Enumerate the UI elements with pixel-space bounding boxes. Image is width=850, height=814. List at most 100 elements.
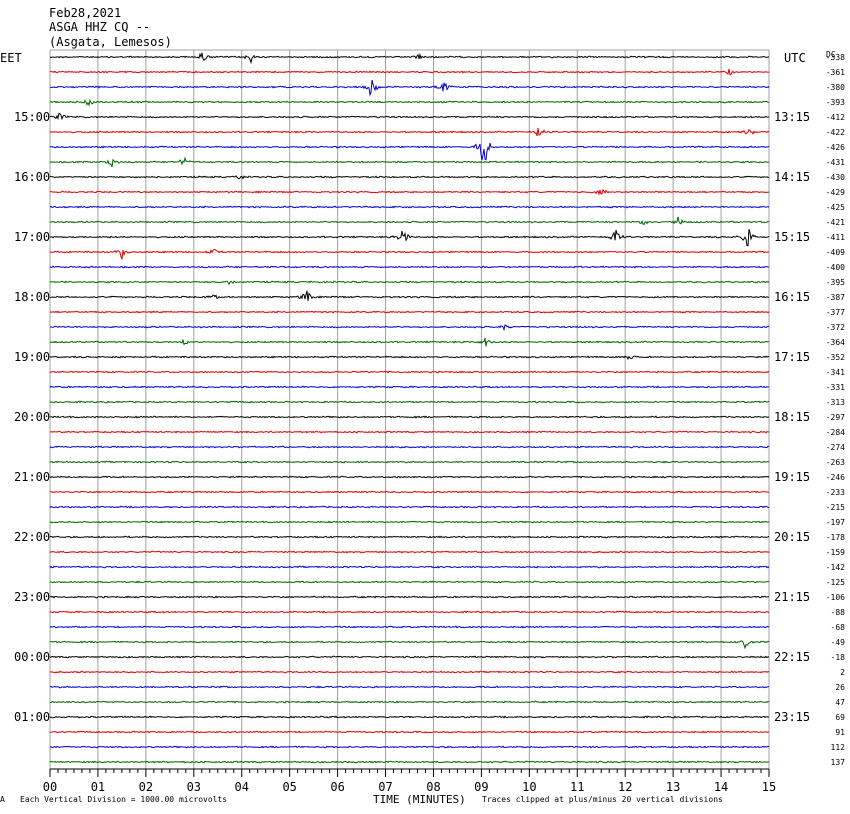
right-time-label: 17:15 xyxy=(774,350,810,364)
dc-offset-label: -88 xyxy=(831,608,846,617)
dc-offset-label: -331 xyxy=(826,383,845,392)
dc-offset-label: 2 xyxy=(840,668,845,677)
dc-offset-label: 69 xyxy=(835,713,845,722)
trace-row xyxy=(49,430,770,434)
header-date: Feb28,2021 xyxy=(49,6,121,20)
trace-row xyxy=(49,730,770,734)
dc-offset-label: 47 xyxy=(835,698,845,707)
trace-row xyxy=(49,445,770,449)
right-time-label: 19:15 xyxy=(774,470,810,484)
dc-offset-label: -400 xyxy=(826,263,845,272)
trace-row xyxy=(50,142,770,161)
trace-row xyxy=(49,475,770,479)
trace-row xyxy=(49,760,770,764)
x-tick-label: 01 xyxy=(91,780,105,794)
dc-offset-label: -352 xyxy=(826,353,845,362)
dc-offset-label: -178 xyxy=(826,533,845,542)
header-station: ASGA HHZ CQ -- xyxy=(49,20,150,34)
dc-offset-label: -395 xyxy=(826,278,845,287)
trace-row xyxy=(49,112,770,121)
dc-offset-label: -380 xyxy=(826,83,845,92)
dc-offset-label: 112 xyxy=(831,743,846,752)
footer-left-mark: A xyxy=(0,795,5,804)
dc-offset-label: -387 xyxy=(826,293,845,302)
dc-offset-label: -142 xyxy=(826,563,845,572)
x-tick-label: 05 xyxy=(282,780,296,794)
trace-row xyxy=(49,127,770,137)
trace-row xyxy=(49,415,770,419)
trace-row xyxy=(49,460,770,464)
left-time-label: 17:00 xyxy=(14,230,50,244)
left-time-label: 01:00 xyxy=(14,710,50,724)
dc-offset-label: -364 xyxy=(826,338,845,347)
left-time-label: 21:00 xyxy=(14,470,50,484)
x-tick-label: 14 xyxy=(714,780,728,794)
x-tick-label: 00 xyxy=(43,780,57,794)
x-tick-label: 13 xyxy=(666,780,680,794)
right-time-label: 20:15 xyxy=(774,530,810,544)
left-time-label: 23:00 xyxy=(14,590,50,604)
dc-offset-label: -338 xyxy=(826,53,845,62)
dc-offset-label: -426 xyxy=(826,143,845,152)
scale-note: Each Vertical Division = 1000.00 microvo… xyxy=(20,795,227,804)
trace-row xyxy=(49,400,770,404)
left-time-label: 15:00 xyxy=(14,110,50,124)
dc-offset-label: -197 xyxy=(826,518,845,527)
trace-row xyxy=(49,595,769,599)
x-tick-label: 09 xyxy=(474,780,488,794)
dc-offset-label: -361 xyxy=(826,68,845,77)
trace-row xyxy=(49,68,770,76)
dc-offset-label: -125 xyxy=(826,578,845,587)
trace-row xyxy=(49,490,770,494)
dc-offset-label: -429 xyxy=(826,188,845,197)
trace-row xyxy=(49,175,770,180)
trace-row xyxy=(49,265,769,269)
trace-row xyxy=(50,249,770,261)
trace-row xyxy=(50,655,770,659)
dc-offset-label: 137 xyxy=(831,758,846,767)
trace-row xyxy=(49,385,770,389)
trace-row xyxy=(49,625,770,629)
dc-offset-label: -393 xyxy=(826,98,845,107)
dc-offset-label: -49 xyxy=(831,638,846,647)
trace-row xyxy=(49,355,770,361)
dc-offset-label: -341 xyxy=(826,368,845,377)
trace-row xyxy=(49,229,770,247)
trace-row xyxy=(49,290,769,301)
right-time-labels: 13:15 14:15 15:15 16:15 17:15 18:15 19:15 20:15… xyxy=(774,110,810,724)
dc-offset-label: -421 xyxy=(826,218,845,227)
trace-row xyxy=(49,610,770,614)
dc-offset-label: -411 xyxy=(826,233,845,242)
trace-row xyxy=(49,670,770,674)
dc-offset-labels: -338 -361 -380 -393 -412 -422 -426 -431 -430 -429… xyxy=(826,53,845,767)
dc-offset-label: -263 xyxy=(826,458,845,467)
trace-row xyxy=(49,745,770,749)
dc-offset-label: -233 xyxy=(826,488,845,497)
x-tick-label: 04 xyxy=(235,780,249,794)
dc-offset-label: -297 xyxy=(826,413,845,422)
header-location: (Asgata, Lemesos) xyxy=(49,35,172,49)
right-time-label: 13:15 xyxy=(774,110,810,124)
x-tick-label: 06 xyxy=(330,780,344,794)
x-tick-label: 03 xyxy=(187,780,201,794)
trace-row xyxy=(49,280,770,286)
dc-offset-label: -106 xyxy=(826,593,845,602)
trace-row xyxy=(49,338,769,347)
dc-offset-label: -422 xyxy=(826,128,845,137)
trace-row xyxy=(49,205,770,209)
left-time-label: 22:00 xyxy=(14,530,50,544)
dc-column-label: DC xyxy=(826,50,836,59)
dc-offset-label: -159 xyxy=(826,548,845,557)
x-tick-label: 07 xyxy=(378,780,392,794)
dc-offset-label: -377 xyxy=(826,308,845,317)
x-tick-label: 08 xyxy=(426,780,440,794)
x-tick-label: 15 xyxy=(762,780,776,794)
trace-row xyxy=(49,370,770,374)
dc-offset-label: 91 xyxy=(835,728,845,737)
trace-row xyxy=(49,520,770,524)
trace-row xyxy=(49,216,770,226)
right-time-label: 22:15 xyxy=(774,650,810,664)
dc-offset-label: -412 xyxy=(826,113,845,122)
dc-offset-label: -284 xyxy=(826,428,845,437)
